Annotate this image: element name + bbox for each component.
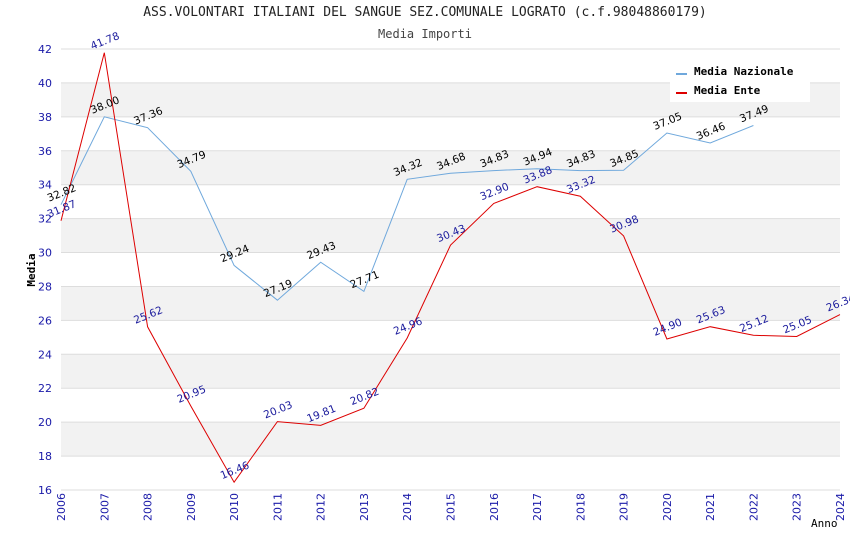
legend-entry: Media Nazionale (694, 65, 794, 78)
y-tick-label: 20 (38, 416, 52, 429)
y-tick-label: 26 (38, 314, 52, 327)
grid-band (61, 218, 840, 253)
data-label: 20.03 (262, 399, 294, 421)
series-line-media-ente (60, 52, 841, 484)
legend-entry: Media Ente (694, 84, 761, 97)
x-tick-label: 2021 (704, 493, 717, 521)
y-tick-label: 28 (38, 280, 52, 293)
y-axis-label: Media (25, 253, 38, 286)
grid-band (61, 422, 840, 457)
x-tick-label: 2007 (98, 493, 111, 521)
x-tick-label: 2014 (401, 493, 414, 521)
x-tick-label: 2019 (618, 493, 631, 521)
data-label: 36.46 (695, 120, 728, 143)
x-tick-label: 2008 (142, 493, 155, 521)
x-tick-label: 2015 (445, 493, 458, 521)
y-tick-label: 38 (38, 111, 52, 124)
chart-title: ASS.VOLONTARI ITALIANI DEL SANGUE SEZ.CO… (143, 5, 707, 20)
x-tick-label: 2006 (55, 493, 68, 521)
y-tick-label: 16 (38, 484, 52, 497)
y-tick-label: 36 (38, 145, 52, 158)
data-label: 20.82 (349, 386, 381, 408)
y-tick-label: 42 (38, 43, 52, 56)
x-tick-label: 2012 (315, 493, 328, 521)
x-tick-label: 2022 (747, 493, 760, 521)
x-tick-label: 2020 (661, 493, 674, 521)
y-tick-label: 30 (38, 247, 52, 260)
y-tick-label: 34 (38, 179, 52, 192)
legend-box (670, 60, 810, 102)
x-tick-label: 2024 (834, 493, 847, 521)
y-tick-label: 32 (38, 213, 52, 226)
x-tick-label: 2013 (358, 493, 371, 521)
y-tick-label: 40 (38, 77, 52, 90)
y-tick-label: 18 (38, 450, 52, 463)
x-tick-label: 2009 (185, 493, 198, 521)
x-tick-label: 2023 (791, 493, 804, 521)
grid-band (61, 354, 840, 389)
y-tick-label: 24 (38, 348, 52, 361)
x-tick-label: 2017 (531, 493, 544, 521)
x-tick-label: 2016 (488, 493, 501, 521)
series-line-media-nazionale (60, 116, 754, 301)
x-tick-label: 2011 (271, 493, 284, 521)
y-tick-label: 22 (38, 382, 52, 395)
x-axis-label: Anno (811, 517, 838, 530)
grid-band (61, 150, 840, 185)
chart-subtitle: Media Importi (378, 27, 472, 41)
grid-band (61, 286, 840, 321)
x-tick-label: 2010 (228, 493, 241, 521)
x-tick-label: 2018 (574, 493, 587, 521)
